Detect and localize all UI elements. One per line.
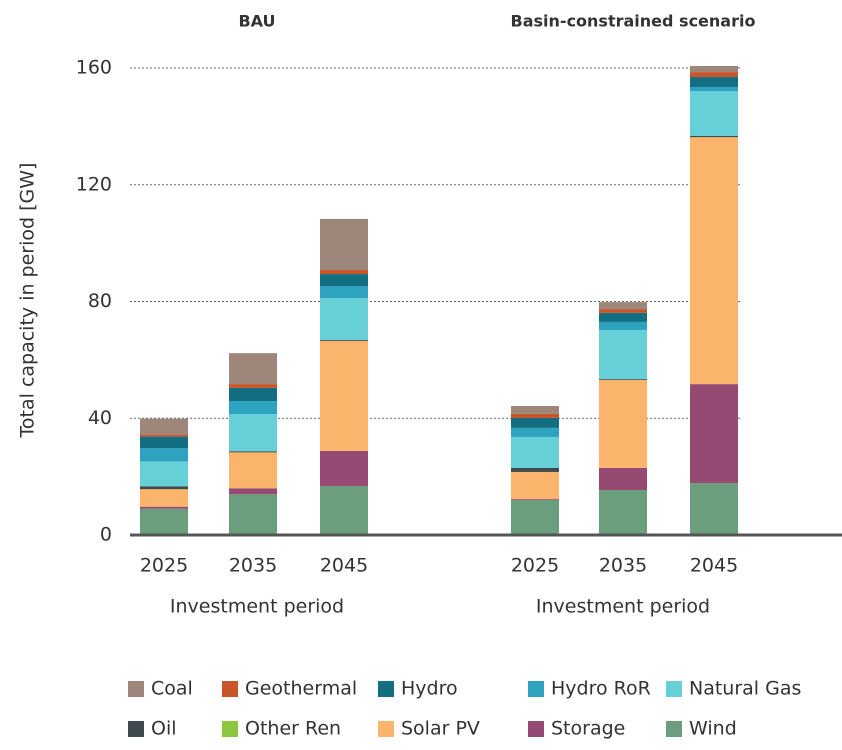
- bar-segment: [229, 452, 277, 489]
- bar-segment: [140, 506, 188, 509]
- bar-segment: [320, 450, 368, 486]
- x-tick-label: 2035: [229, 555, 277, 577]
- x-tick-label: 2025: [140, 555, 188, 577]
- x-axis-label: Investment period: [170, 596, 344, 618]
- legend-swatch: [128, 721, 144, 737]
- bar-segment: [140, 461, 188, 487]
- legend-swatch: [528, 681, 544, 697]
- legend-label: Storage: [551, 718, 625, 740]
- bar-segment: [229, 384, 277, 388]
- legend-label: Natural Gas: [689, 678, 801, 700]
- legend-swatch: [378, 721, 394, 737]
- bar-segment: [140, 486, 188, 490]
- bar-segment: [140, 418, 188, 435]
- legend-label: Wind: [689, 718, 737, 740]
- bar-segment: [690, 483, 738, 535]
- legend-label: Solar PV: [401, 718, 480, 740]
- bar-segment: [140, 508, 188, 535]
- legend-swatch: [666, 721, 682, 737]
- legend-swatch: [222, 681, 238, 697]
- bar-segment: [599, 302, 647, 310]
- bar-segment: [511, 427, 559, 437]
- legend-label: Other Ren: [245, 718, 341, 740]
- bar-segment: [140, 448, 188, 462]
- bar-segment: [599, 379, 647, 381]
- bar-segment: [599, 467, 647, 491]
- bar-segment: [229, 494, 277, 535]
- bar-segment: [690, 137, 738, 385]
- y-axis-label: Total capacity in period [GW]: [17, 163, 39, 439]
- bar-segment: [599, 309, 647, 313]
- bar-segment: [140, 434, 188, 437]
- legend-label: Oil: [151, 718, 177, 740]
- bar-segment: [511, 499, 559, 500]
- y-tick-label: 80: [88, 290, 112, 312]
- bar-segment: [320, 485, 368, 535]
- bar-segment: [229, 414, 277, 452]
- y-tick-label: 40: [88, 407, 112, 429]
- bar-segment: [690, 91, 738, 137]
- legend-swatch: [378, 681, 394, 697]
- bar-segment: [320, 297, 368, 341]
- bar-segment: [511, 413, 559, 418]
- bar-segment: [320, 218, 368, 270]
- x-tick-label: 2025: [511, 555, 559, 577]
- bar-segment: [690, 72, 738, 78]
- bar-segment: [140, 489, 188, 507]
- bar-segment: [599, 330, 647, 380]
- panel-title: Basin-constrained scenario: [511, 12, 756, 31]
- legend-label: Geothermal: [245, 678, 357, 700]
- bar-segment: [511, 436, 559, 468]
- bar-segment: [511, 417, 559, 428]
- y-tick-label: 160: [76, 57, 112, 79]
- bar-segment: [229, 451, 277, 453]
- bar-segment: [320, 286, 368, 298]
- legend-swatch: [528, 721, 544, 737]
- legend-swatch: [128, 681, 144, 697]
- bar-segment: [511, 467, 559, 472]
- bar-segment: [599, 380, 647, 468]
- bar-segment: [599, 312, 647, 322]
- legend-swatch: [222, 721, 238, 737]
- bar-segment: [140, 436, 188, 449]
- panel-title: BAU: [238, 12, 275, 31]
- bar-segment: [229, 488, 277, 495]
- bar-segment: [690, 86, 738, 92]
- bar-segment: [320, 269, 368, 275]
- y-tick-label: 0: [100, 524, 112, 546]
- bar-segment: [320, 340, 368, 341]
- bar-segment: [690, 77, 738, 87]
- x-axis-label: Investment period: [536, 596, 710, 618]
- x-tick-label: 2045: [320, 555, 368, 577]
- legend-label: Hydro: [401, 678, 458, 700]
- bar-segment: [511, 471, 559, 500]
- bar-segment: [320, 340, 368, 451]
- x-tick-label: 2045: [690, 555, 738, 577]
- bar-segment: [511, 405, 559, 414]
- legend-label: Coal: [151, 678, 193, 700]
- bar-segment: [320, 274, 368, 287]
- legend-swatch: [666, 681, 682, 697]
- bar-segment: [229, 387, 277, 402]
- bar-segment: [229, 353, 277, 385]
- bar-segment: [690, 384, 738, 484]
- bar-segment: [599, 490, 647, 535]
- y-tick-label: 120: [76, 173, 112, 195]
- bar-segment: [690, 65, 738, 73]
- bar-segment: [229, 401, 277, 415]
- legend-label: Hydro RoR: [551, 678, 651, 700]
- bar-segment: [599, 321, 647, 331]
- bar-segment: [511, 499, 559, 535]
- x-tick-label: 2035: [599, 555, 647, 577]
- bar-segment: [690, 136, 738, 138]
